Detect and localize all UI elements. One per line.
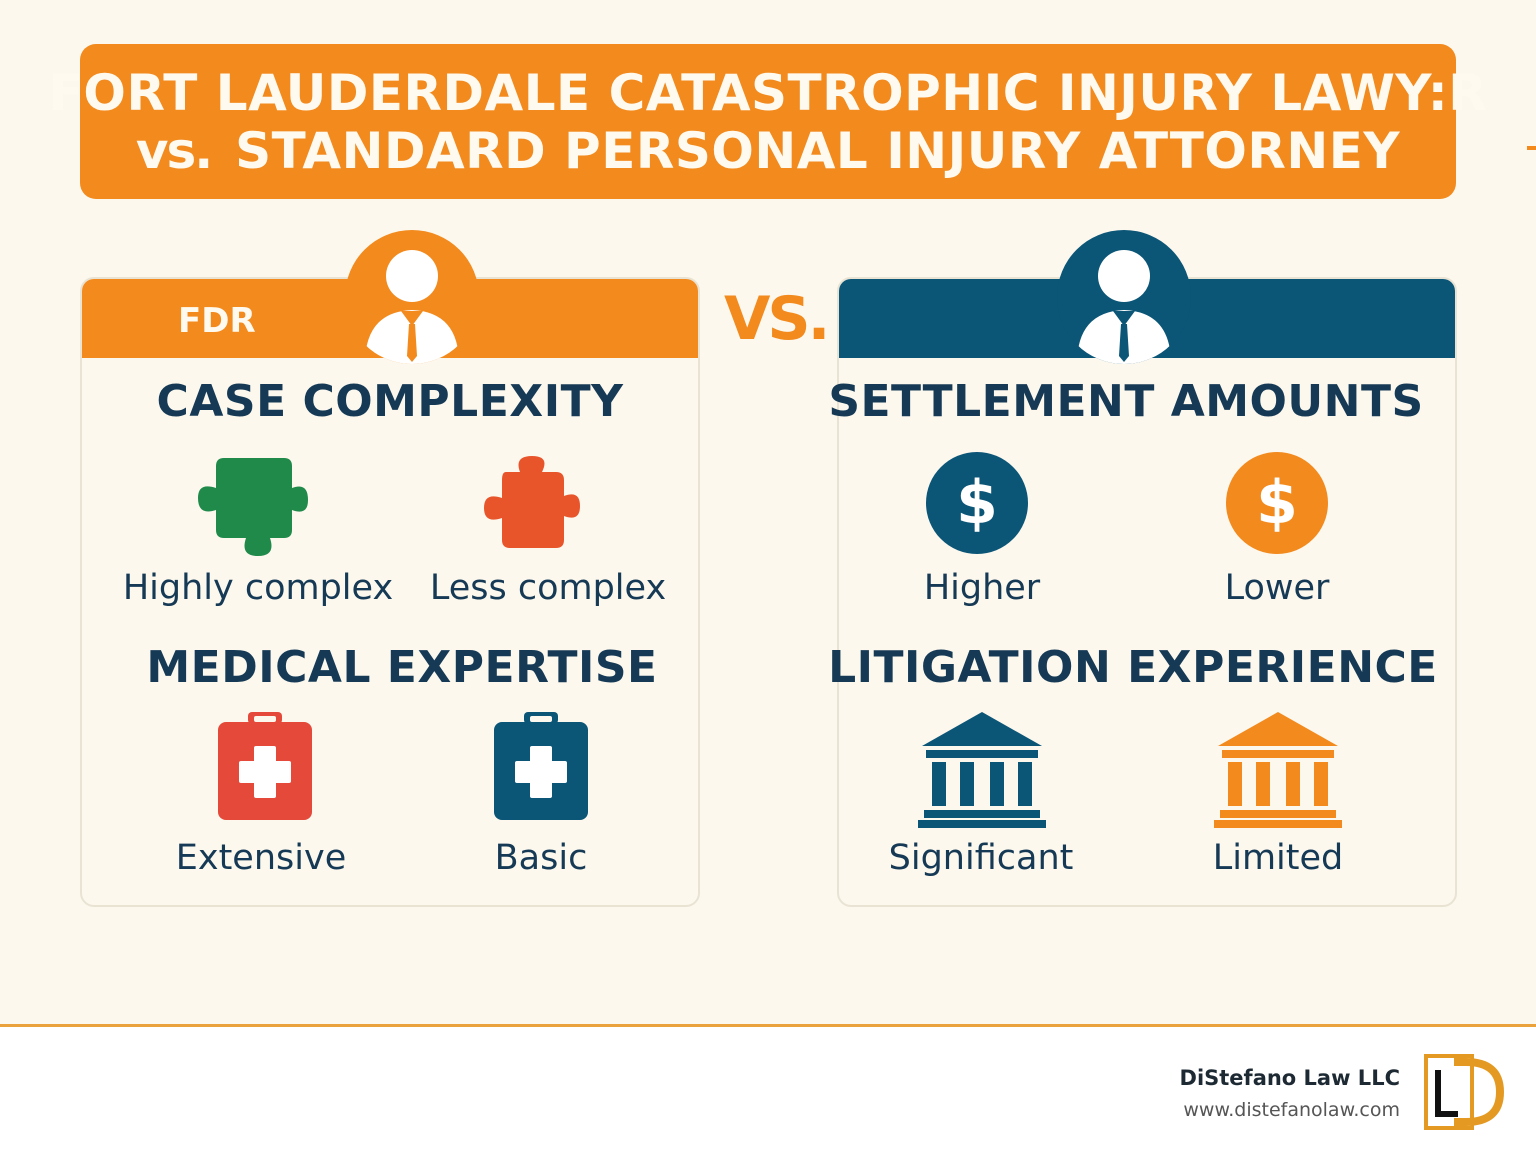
dollar-icon: $: [926, 452, 1028, 554]
svg-text:$: $: [956, 468, 998, 538]
medical-kit-icon: [218, 712, 312, 820]
company-logo-icon: [1424, 1054, 1504, 1130]
puzzle-piece-icon: [484, 456, 580, 548]
attorney-avatar-icon: [1057, 230, 1191, 364]
edge-mark: [1527, 146, 1536, 150]
courthouse-icon: [918, 712, 1046, 828]
case-complexity-title: CASE COMPLEXITY: [156, 376, 624, 427]
lower-label: Lower: [1224, 568, 1330, 608]
higher-label: Higher: [923, 568, 1041, 608]
litigation-experience-title: LITIGATION EXPERIENCE: [828, 642, 1438, 693]
significant-label: Significant: [888, 838, 1074, 878]
footer: [0, 1027, 1536, 1154]
basic-label: Basic: [494, 838, 588, 878]
puzzle-piece-icon: [198, 458, 308, 556]
title-vs: vs.: [135, 121, 213, 180]
title-line-1: FORT LAUDERDALE CATASTROPHIC INJURY LAWY…: [48, 63, 1488, 122]
less-complex-label: Less complex: [429, 568, 667, 608]
title-banner: FORT LAUDERDALE CATASTROPHIC INJURY LAWY…: [49, 44, 1487, 199]
footer-divider: [0, 1024, 1536, 1027]
company-name: DiStefano Law LLC: [1179, 1066, 1400, 1090]
limited-label: Limited: [1212, 838, 1344, 878]
vs-label: VS.: [724, 284, 830, 354]
highly-complex-label: Highly complex: [122, 568, 394, 608]
svg-text:$: $: [1256, 468, 1298, 538]
card-header-label: FDR: [178, 301, 256, 341]
medical-kit-icon: [494, 712, 588, 820]
dollar-icon: $: [1226, 452, 1328, 554]
title-line-2-text: STANDARD PERSONAL INJURY ATTORNEY: [235, 121, 1401, 180]
settlement-amounts-title: SETTLEMENT AMOUNTS: [828, 376, 1424, 427]
company-url: www.distefanolaw.com: [1183, 1099, 1400, 1121]
extensive-label: Extensive: [175, 838, 347, 878]
lawyer-avatar-icon: [345, 230, 479, 364]
title-line-2: vs. STANDARD PERSONAL INJURY ATTORNEY: [136, 122, 1400, 180]
courthouse-icon: [1214, 712, 1342, 828]
medical-expertise-title: MEDICAL EXPERTISE: [146, 642, 658, 693]
